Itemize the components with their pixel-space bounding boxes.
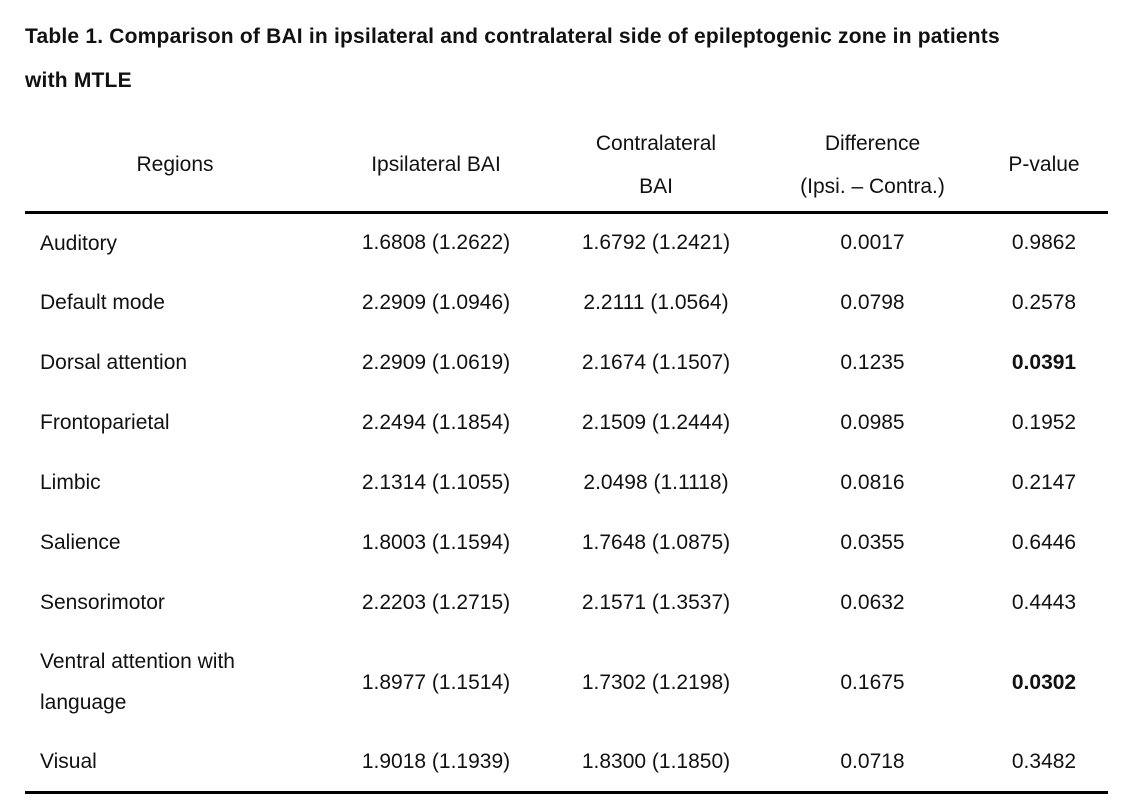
region-cell: Sensorimotor: [25, 572, 325, 632]
contralateral-cell: 2.1674 (1.1507): [581, 350, 731, 374]
region-label: Sensorimotor: [40, 590, 165, 614]
p-value-cell: 0.3482: [1011, 749, 1077, 773]
table-row-ventral-attention-with-language: Ventral attention with language 1.8977 (…: [25, 632, 1108, 732]
ipsilateral-cell: 1.6808 (1.2622): [361, 231, 511, 255]
difference-cell: 0.0632: [840, 590, 905, 614]
ipsilateral-cell: 1.8977 (1.1514): [361, 670, 511, 694]
contralateral-cell: 2.2111 (1.0564): [583, 290, 729, 314]
header-p-value-label: P-value: [1008, 153, 1080, 177]
table-row-sensorimotor: Sensorimotor 2.2203 (1.2715) 2.1571 (1.3…: [25, 572, 1108, 632]
region-label: Limbic: [40, 470, 101, 494]
p-value-cell: 0.4443: [1011, 590, 1077, 614]
difference-cell: 0.0017: [840, 231, 905, 255]
ipsilateral-cell: 2.2203 (1.2715): [361, 590, 511, 614]
region-cell: Frontoparietal: [25, 392, 325, 452]
contralateral-cell: 1.6792 (1.2421): [581, 231, 731, 255]
ipsilateral-cell: 1.8003 (1.1594): [361, 530, 511, 554]
header-regions: Regions: [25, 119, 325, 214]
p-value-cell: 0.2147: [1011, 470, 1077, 494]
region-cell: Dorsal attention: [25, 332, 325, 392]
p-value-cell: 0.0391: [1011, 350, 1077, 374]
region-label: Default mode: [40, 290, 165, 314]
difference-cell: 0.0816: [840, 470, 905, 494]
region-cell: Ventral attention with language: [25, 632, 325, 732]
table-row-limbic: Limbic 2.1314 (1.1055) 2.0498 (1.1118) 0…: [25, 452, 1108, 512]
header-regions-label: Regions: [136, 153, 214, 177]
region-label: Visual: [40, 750, 97, 774]
table-title: Table 1. Comparison of BAI in ipsilatera…: [25, 15, 1110, 103]
table-title-line-1: Table 1. Comparison of BAI in ipsilatera…: [25, 25, 1000, 48]
region-cell: Auditory: [25, 212, 325, 272]
header-contralateral-line-1: Contralateral: [595, 131, 717, 155]
difference-cell: 0.0798: [840, 290, 905, 314]
p-value-cell: 0.2578: [1011, 290, 1077, 314]
difference-cell: 0.1235: [840, 350, 905, 374]
table-title-line-2: with MTLE: [25, 69, 132, 92]
header-row: Regions Ipsilateral BAI Contralateral BA…: [25, 119, 1108, 214]
header-p-value: P-value: [980, 119, 1108, 214]
table-row-visual: Visual 1.9018 (1.1939) 1.8300 (1.1850) 0…: [25, 732, 1108, 792]
header-contralateral-bai: Contralateral BAI: [547, 119, 765, 214]
ipsilateral-cell: 2.2909 (1.0946): [361, 290, 511, 314]
region-cell: Visual: [25, 732, 325, 792]
table-row-salience: Salience 1.8003 (1.1594) 1.7648 (1.0875)…: [25, 512, 1108, 572]
region-label: Dorsal attention: [40, 350, 188, 374]
comparison-table: Regions Ipsilateral BAI Contralateral BA…: [25, 119, 1108, 794]
ipsilateral-cell: 2.1314 (1.1055): [361, 470, 511, 494]
region-cell: Default mode: [25, 272, 325, 332]
header-ipsilateral-bai: Ipsilateral BAI: [325, 119, 547, 214]
region-label: Frontoparietal: [40, 410, 170, 434]
ipsilateral-cell: 1.9018 (1.1939): [361, 749, 511, 773]
p-value-cell: 0.9862: [1011, 231, 1077, 255]
difference-cell: 0.0355: [840, 530, 905, 554]
contralateral-cell: 1.7648 (1.0875): [581, 530, 731, 554]
contralateral-cell: 2.0498 (1.1118): [583, 470, 729, 494]
header-difference-line-2: (Ipsi. – Contra.): [800, 174, 945, 198]
region-cell: Salience: [25, 512, 325, 572]
table-row-frontoparietal: Frontoparietal 2.2494 (1.1854) 2.1509 (1…: [25, 392, 1108, 452]
table-header: Regions Ipsilateral BAI Contralateral BA…: [25, 119, 1108, 214]
difference-cell: 0.0718: [840, 749, 905, 773]
contralateral-cell: 2.1571 (1.3537): [581, 590, 731, 614]
contralateral-cell: 1.7302 (1.2198): [581, 670, 731, 694]
contralateral-cell: 1.8300 (1.1850): [581, 749, 731, 773]
region-label: Auditory: [40, 231, 118, 255]
p-value-cell: 0.1952: [1011, 410, 1077, 434]
table-row-default-mode: Default mode 2.2909 (1.0946) 2.2111 (1.0…: [25, 272, 1108, 332]
contralateral-cell: 2.1509 (1.2444): [581, 410, 731, 434]
table-body: Auditory 1.6808 (1.2622) 1.6792 (1.2421)…: [25, 212, 1108, 792]
difference-cell: 0.0985: [840, 410, 905, 434]
region-cell: Limbic: [25, 452, 325, 512]
p-value-cell: 0.6446: [1011, 530, 1077, 554]
table-row-dorsal-attention: Dorsal attention 2.2909 (1.0619) 2.1674 …: [25, 332, 1108, 392]
table-row-auditory: Auditory 1.6808 (1.2622) 1.6792 (1.2421)…: [25, 212, 1108, 272]
header-ipsilateral-label: Ipsilateral BAI: [371, 153, 501, 177]
header-difference: Difference (Ipsi. – Contra.): [765, 119, 980, 214]
ipsilateral-cell: 2.2909 (1.0619): [361, 350, 511, 374]
header-contralateral-line-2: BAI: [639, 174, 673, 198]
region-label: Ventral attention with language: [40, 650, 235, 714]
difference-cell: 0.1675: [840, 670, 905, 694]
header-difference-line-1: Difference: [824, 131, 921, 155]
ipsilateral-cell: 2.2494 (1.1854): [361, 410, 511, 434]
region-label: Salience: [40, 530, 121, 554]
p-value-cell: 0.0302: [1011, 670, 1077, 694]
